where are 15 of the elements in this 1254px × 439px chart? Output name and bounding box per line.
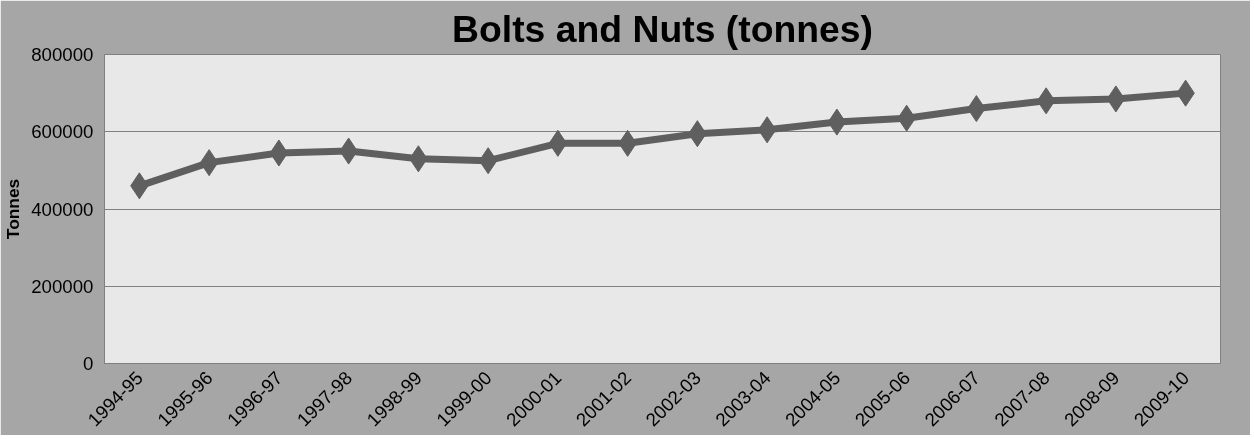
- y-tick-label: 800000: [31, 44, 94, 65]
- point: [827, 108, 847, 136]
- point: [1036, 87, 1056, 115]
- point: [548, 129, 568, 157]
- y-tick-label: 400000: [31, 198, 94, 220]
- y-axis-title: Tonnes: [3, 178, 24, 240]
- point: [269, 139, 289, 167]
- y-tick-label: 600000: [31, 121, 94, 143]
- point: [757, 116, 777, 144]
- point: [478, 147, 498, 175]
- point: [199, 149, 219, 177]
- y-tick-label: 0: [83, 353, 94, 374]
- y-tick-label: 200000: [31, 275, 94, 297]
- point: [1106, 85, 1126, 113]
- chart-title: Bolts and Nuts (tonnes): [452, 7, 873, 50]
